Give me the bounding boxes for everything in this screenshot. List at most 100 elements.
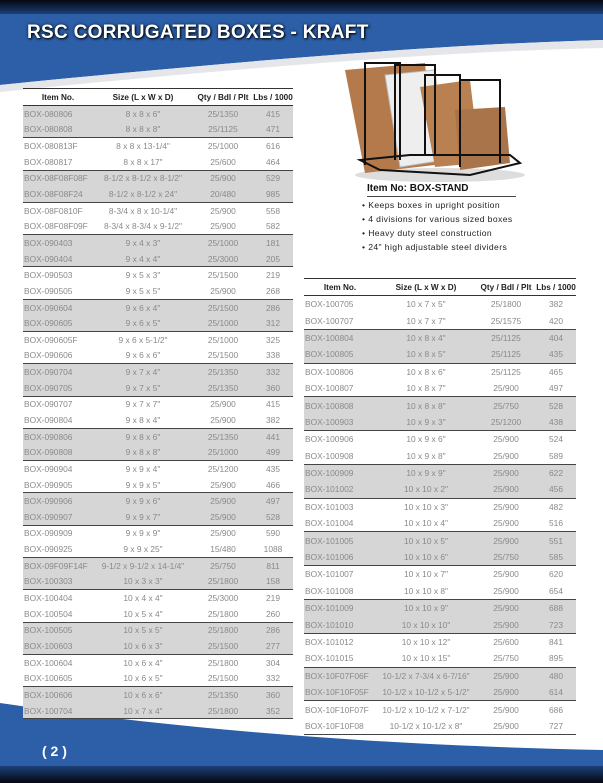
item-no-cell: BOX-08F08F08F [23,170,93,187]
item-no-cell: BOX-100908 [304,447,376,465]
table-row: BOX-101012 10 x 10 x 12" 25/600 841 [304,633,576,650]
lbs-cell: 286 [253,299,293,316]
table-row: BOX-100707 10 x 7 x 7" 25/1575 420 [304,312,576,330]
qty-cell: 25/750 [476,650,536,668]
table-row: BOX-101005 10 x 10 x 5" 25/900 551 [304,531,576,549]
table-row: BOX-08F08F24 8-1/2 x 8-1/2 x 24" 20/480 985 [23,186,293,203]
qty-cell: 25/900 [193,283,253,300]
box-stand-image [345,62,525,182]
size-cell: 8 x 8 x 6" [93,105,193,122]
size-cell: 9 x 4 x 4" [93,250,193,268]
qty-cell: 25/1350 [193,363,253,380]
size-cell: 10 x 8 x 7" [376,379,476,398]
size-cell: 10 x 8 x 5" [376,346,476,364]
table-row: BOX-100908 10 x 9 x 8" 25/900 589 [304,447,576,465]
table-row: BOX-100705 10 x 7 x 5" 25/1800 382 [304,296,576,313]
table-row: BOX-100808 10 x 8 x 8" 25/750 528 [304,396,576,414]
item-no-cell: BOX-100906 [305,434,354,445]
col-lbs: Lbs / 1000 [253,88,293,106]
table-row: BOX-101006 10 x 10 x 6" 25/750 585 [304,548,576,567]
qty-cell: 25/900 [476,464,536,482]
qty-cell: 25/1800 [490,299,522,310]
item-no-cell: BOX-101005 [304,531,376,549]
item-no-cell: BOX-100707 [304,312,376,330]
table-row: BOX-090804 9 x 8 x 4" 25/900 382 [23,412,293,429]
table-row: BOX-101009 10 x 10 x 9" 25/900 688 [304,599,576,617]
item-no-cell: BOX-100303 [23,573,93,591]
table-row: BOX-100805 10 x 8 x 5" 25/1125 435 [304,346,576,364]
table-row: BOX-100605 10 x 6 x 5" 25/1500 332 [23,670,293,688]
table-row: BOX-090705 9 x 7 x 5" 25/1350 360 [23,379,293,397]
lbs-cell: 332 [253,363,293,380]
qty-cell: 25/900 [210,205,236,216]
item-no-cell: BOX-090503 [24,270,73,281]
table-row: BOX-100404 10 x 4 x 4" 25/3000 219 [23,590,293,606]
qty-cell: 25/900 [193,218,253,236]
lbs-cell: 558 [266,205,280,216]
lbs-cell: 1088 [253,541,293,558]
table-row: BOX-080808 8 x 8 x 8" 25/1125 471 [23,121,293,139]
item-no-cell: BOX-10F10F07F [305,704,369,715]
table-row: BOX-100804 10 x 8 x 4" 25/1125 404 [304,329,576,347]
lbs-cell: 464 [253,153,293,171]
table-header-row: Item No. Size (L x W x D) Qty / Bdl / Pl… [304,278,576,296]
table-row: BOX-101010 10 x 10 x 10" 25/900 723 [304,616,576,634]
size-cell: 9 x 9 x 5" [93,476,193,494]
table-row: BOX-08F08F09F 8-3/4 x 8-3/4 x 9-1/2" 25/90… [23,218,293,236]
item-no-cell: BOX-09F09F14F [23,557,93,574]
item-no-cell: BOX-100504 [23,605,93,623]
qty-cell: 20/480 [193,186,253,203]
item-no-cell: BOX-101012 [305,637,354,647]
table-row: BOX-090605 9 x 6 x 5" 25/1000 312 [23,315,293,332]
lbs-cell: 841 [549,637,563,647]
item-no-cell: BOX-100903 [304,413,376,432]
table-row: BOX-101002 10 x 10 x 2" 25/900 456 [304,481,576,499]
qty-cell: 25/900 [193,509,253,526]
item-no-cell: BOX-090905 [23,476,93,494]
qty-cell: 25/1500 [207,270,239,281]
lbs-cell: 332 [253,670,293,688]
item-no-cell: BOX-08F08F09F [23,218,93,236]
item-no-cell: BOX-090808 [23,444,93,462]
lbs-cell: 895 [536,650,576,668]
item-no-cell: BOX-08F08F24 [23,186,93,203]
size-cell: 8-3/4 x 8-3/4 x 9-1/2" [93,218,193,236]
item-no-cell: BOX-101006 [304,548,376,567]
item-no-cell: BOX-101015 [304,650,376,668]
qty-cell: 25/1200 [476,413,536,432]
item-no-cell: BOX-100909 [304,464,376,482]
size-cell: 10 x 7 x 4" [93,702,193,720]
table-row: BOX-100903 10 x 9 x 3" 25/1200 438 [304,413,576,432]
lbs-cell: 441 [253,428,293,445]
lbs-cell: 219 [266,270,280,281]
item-no-cell: BOX-090806 [23,428,93,445]
item-no-cell: BOX-101009 [304,599,376,617]
qty-cell: 25/1000 [207,334,239,345]
item-no-cell: BOX-100606 [23,686,93,703]
lbs-cell: 622 [536,464,576,482]
size-cell: 10 x 9 x 6" [406,434,446,445]
size-cell: 10 x 7 x 5" [406,299,446,310]
qty-cell: 25/900 [476,599,536,617]
item-no-cell: BOX-090909 [24,528,73,539]
lbs-cell: 181 [253,234,293,251]
lbs-cell: 516 [536,515,576,533]
qty-cell: 25/1800 [193,622,253,639]
lbs-cell: 582 [253,218,293,236]
table-row: BOX-090907 9 x 9 x 7" 25/900 528 [23,509,293,526]
lbs-cell: 497 [536,379,576,398]
feature-item: 24" high adjustable steel dividers [362,242,513,256]
item-no-cell: BOX-101007 [305,569,354,580]
size-cell: 10 x 6 x 6" [93,686,193,703]
item-no-cell: BOX-090707 [24,399,73,410]
lbs-cell: 420 [536,312,576,330]
right-product-table: Item No. Size (L x W x D) Qty / Bdl / Pl… [304,278,576,736]
lbs-cell: 482 [549,501,563,512]
lbs-cell: 415 [253,105,293,122]
table-row: BOX-090808 9 x 8 x 8" 25/1000 499 [23,444,293,462]
table-row: BOX-100303 10 x 3 x 3" 25/1800 158 [23,573,293,591]
lbs-cell: 727 [536,717,576,736]
col-size: Size (L x W x D) [376,278,476,296]
qty-cell: 25/900 [193,492,253,510]
qty-cell: 25/1200 [207,463,239,474]
